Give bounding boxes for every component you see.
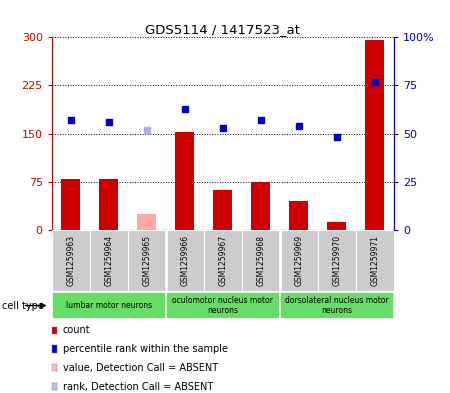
Bar [280,292,394,319]
Text: cell type: cell type [2,301,44,310]
Text: GSM1259964: GSM1259964 [104,235,113,286]
Bar [356,230,394,291]
Text: count: count [63,325,90,335]
Text: GSM1259968: GSM1259968 [256,235,265,286]
Bar [365,40,384,230]
Bar [166,230,204,291]
Text: GSM1259963: GSM1259963 [66,235,75,286]
Text: GSM1259970: GSM1259970 [332,235,341,286]
Bar [289,201,308,230]
Bar [242,230,280,291]
Bar [280,230,318,291]
Bar [90,230,128,291]
Title: GDS5114 / 1417523_at: GDS5114 / 1417523_at [145,23,300,36]
Text: rank, Detection Call = ABSENT: rank, Detection Call = ABSENT [63,382,213,392]
Text: GSM1259969: GSM1259969 [294,235,303,286]
Bar [318,230,356,291]
Text: GSM1259965: GSM1259965 [142,235,151,286]
Text: GSM1259967: GSM1259967 [218,235,227,286]
Bar [175,132,194,230]
Bar [128,230,166,291]
Bar [61,178,80,230]
Bar [99,178,118,230]
Bar [137,214,156,230]
Text: oculomotor nucleus motor
neurons: oculomotor nucleus motor neurons [172,296,273,315]
Text: dorsolateral nucleus motor
neurons: dorsolateral nucleus motor neurons [285,296,389,315]
Text: lumbar motor neurons: lumbar motor neurons [66,301,152,310]
Bar [251,182,270,230]
Bar [52,292,166,319]
Bar [204,230,242,291]
Text: GSM1259966: GSM1259966 [180,235,189,286]
Text: GSM1259971: GSM1259971 [370,235,379,286]
Bar [52,230,90,291]
Bar [327,222,346,230]
Text: value, Detection Call = ABSENT: value, Detection Call = ABSENT [63,363,218,373]
Bar [166,292,280,319]
Bar [213,190,232,230]
Text: percentile rank within the sample: percentile rank within the sample [63,344,228,354]
